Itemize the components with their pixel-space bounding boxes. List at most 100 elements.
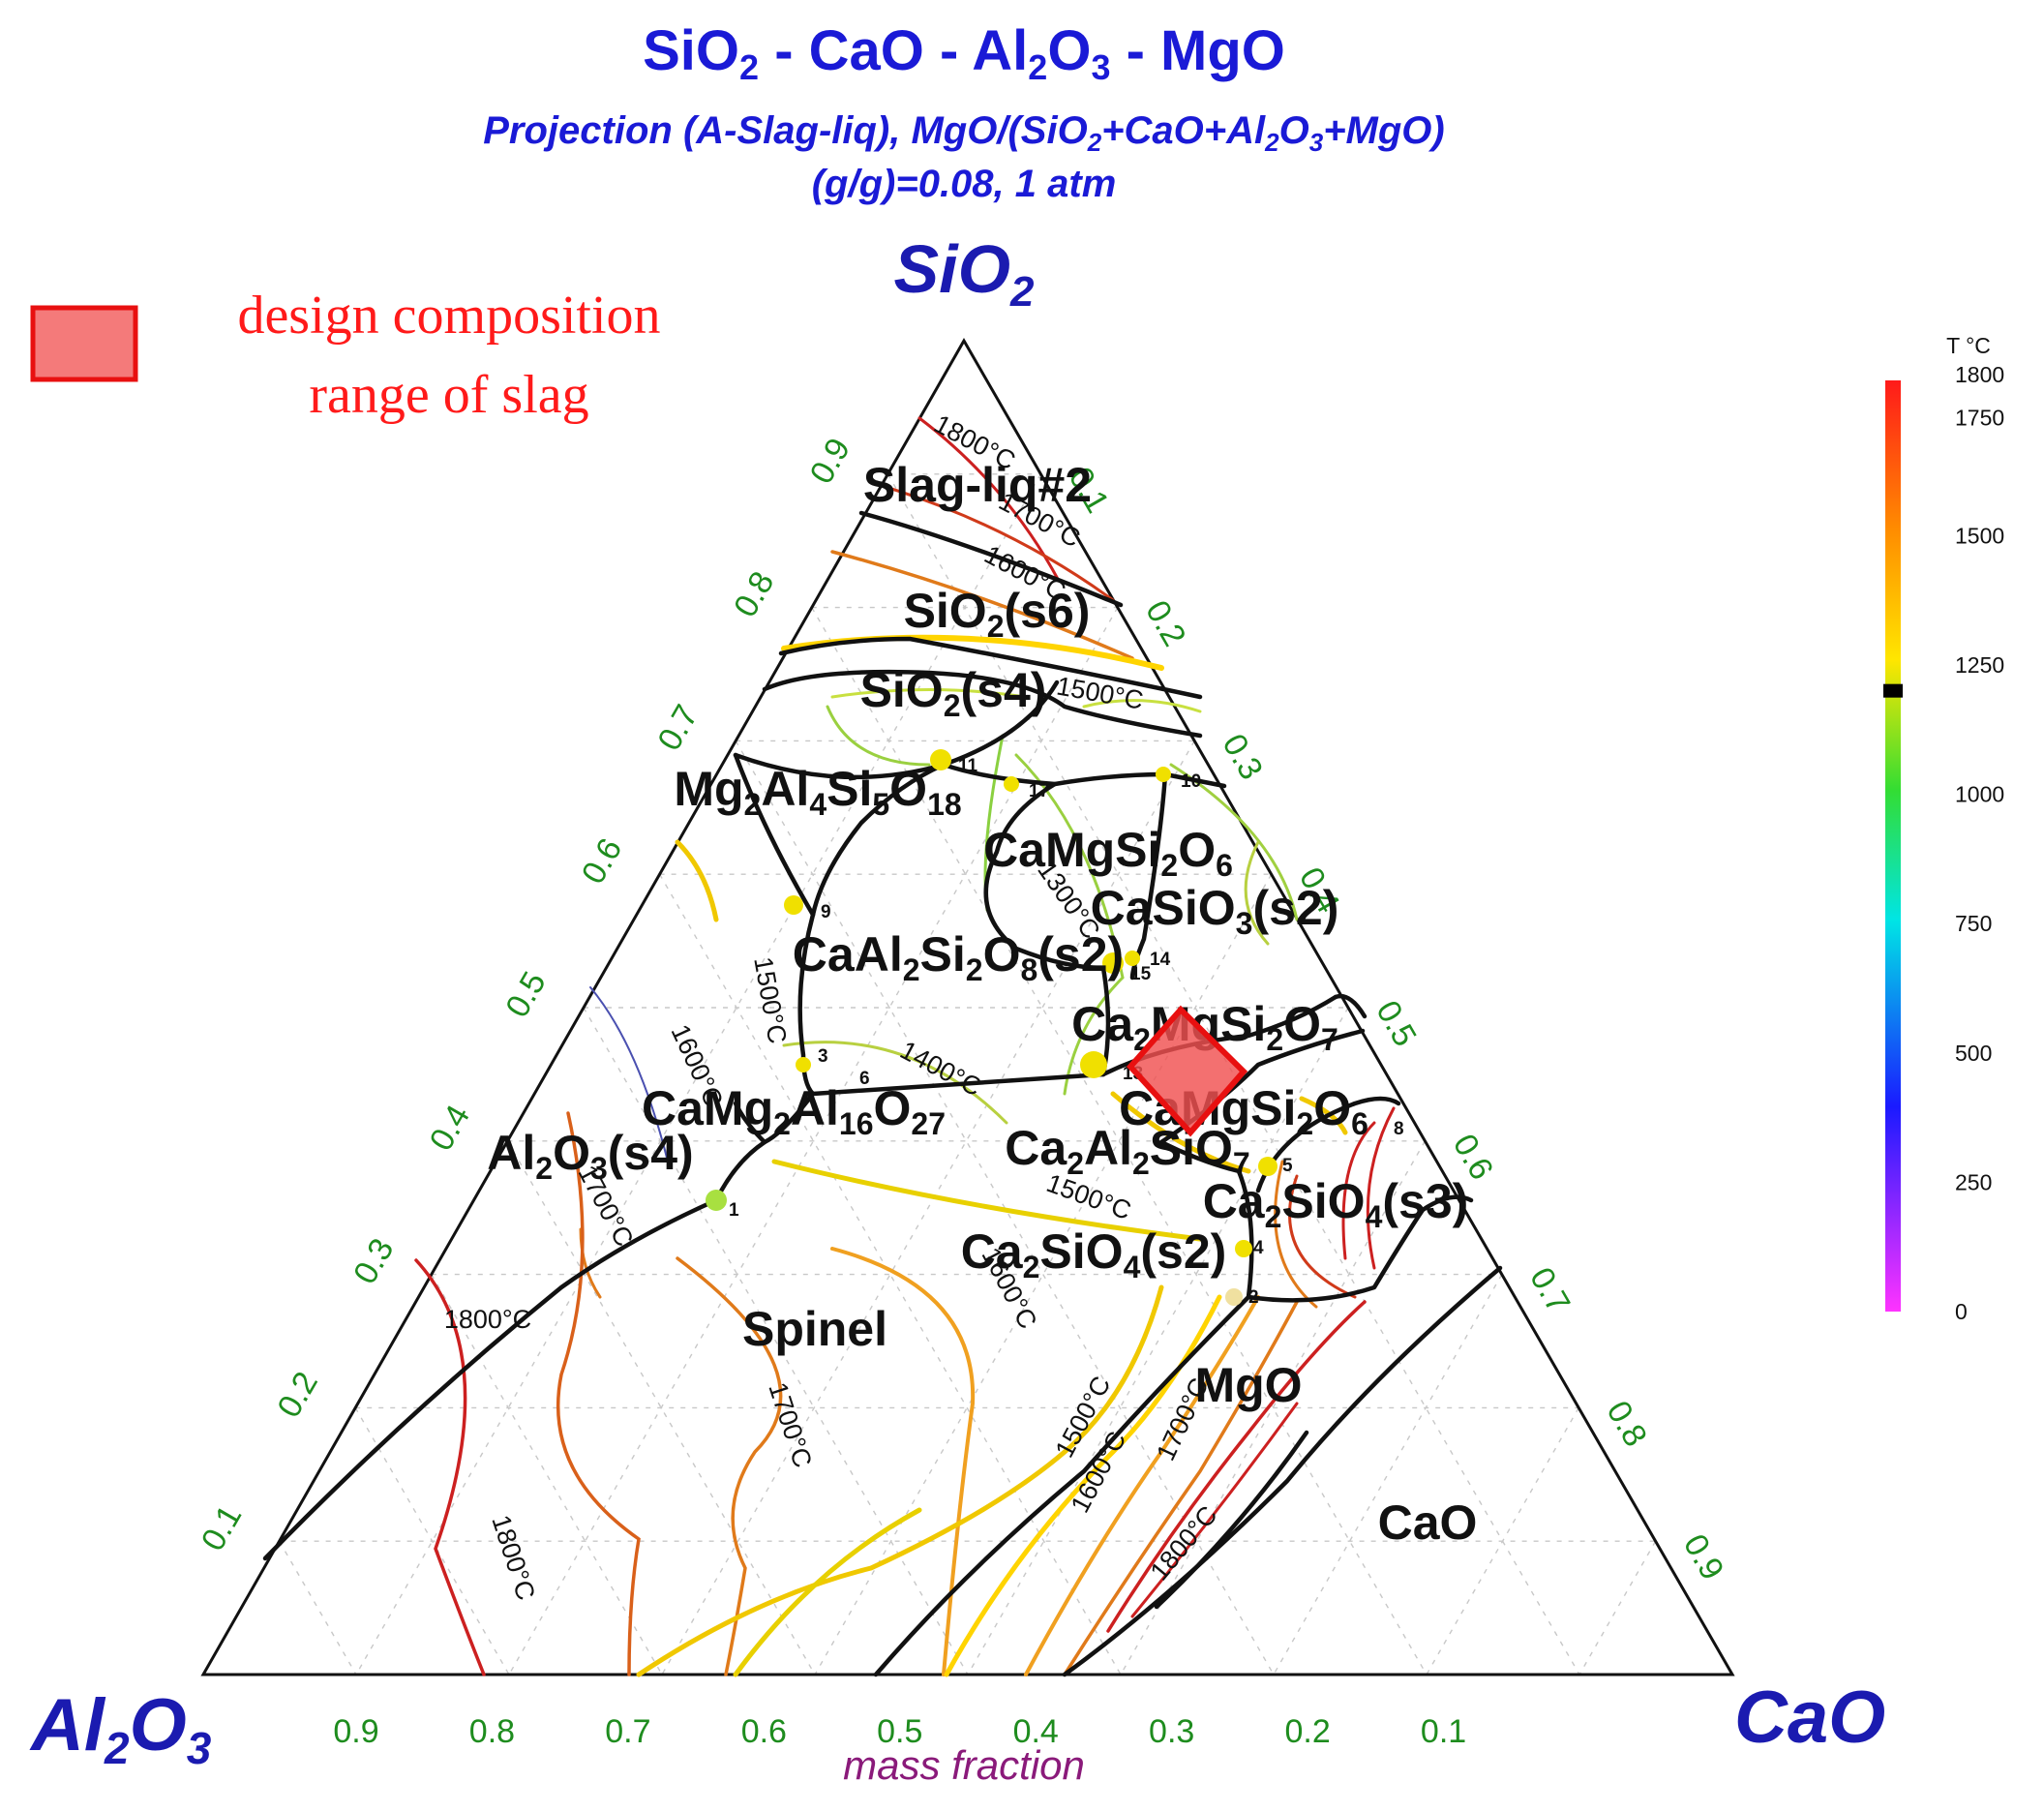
tick-label-right: 0.2 [1138,594,1193,652]
grid-line-cao [1578,1540,1657,1676]
tick-label-left: 0.3 [346,1232,402,1290]
isotherm-label-1700-spinel: 1700°C [763,1379,817,1471]
isotherm-sio2s4-right [1082,699,1202,713]
phase-label-gehlenite: Ca2Al2SiO7 [1005,1121,1249,1181]
title-part-sio: SiO [643,19,739,82]
diagram-subtitle-line1: Projection (A-Slag-liq), MgO/(SiO2+CaO+A… [483,109,1444,157]
isotherm-1600-top [830,550,1134,660]
isotherm-1800-left [414,1258,486,1676]
boundary-sio2s4-lower [762,669,1203,739]
point-label-17: 17 [1029,781,1049,801]
isotherm-label-1500-left: 1500°C [748,954,792,1045]
boundary-spinel-mgo [873,1294,1251,1677]
invariant-point-1 [706,1190,727,1211]
invariant-point-14 [1125,951,1140,966]
boundary-casio3-right [1333,993,1368,1019]
boundary-alumina-spinel [262,1197,719,1561]
tick-label-left: 0.7 [650,699,706,757]
isotherm-1700-spinel-left [556,1111,641,1676]
colorbar-label: 750 [1955,911,1992,936]
isotherm-1600-spinel [830,1247,976,1676]
phase-label-alumina: Al2O3(s4) [487,1126,693,1186]
grid-line-cao [355,473,1042,1676]
colorbar-label: 1750 [1955,406,2004,431]
isotherm-1300 [1014,753,1125,980]
grid-line-cao [1426,1407,1579,1676]
diagram-subtitle-line2: (g/g)=0.08, 1 atm [812,163,1117,205]
isotherm-1600-blue [589,986,669,1163]
grid-line-cao [1273,1274,1503,1676]
phase-label-cao: CaO [1378,1495,1478,1550]
invariant-point-4 [1235,1240,1252,1257]
phase-label-camg2al16o27: CaMg2Al16O27 [642,1081,946,1141]
phase-label-ca2sio4-s3: Ca2SiO4(s3) [1203,1174,1469,1234]
triangle-frame [200,337,1735,1676]
phase-label-sio2-s4: SiO2(s4) [860,663,1047,723]
point-label-11: 11 [958,756,978,776]
boundary-cordierite-diopside [941,762,1227,789]
corner-label-al2o3: Al2O3 [29,1684,212,1773]
grid-line-al2o3 [583,1007,969,1676]
invariant-point-9 [784,895,803,915]
tick-label-left: 0.6 [575,832,630,891]
colorbar-label: 1800 [1955,362,2004,387]
grid-line-al2o3 [278,1540,357,1676]
grid-line-cao [508,607,1119,1676]
boundary-mgo-cao [1062,1265,1503,1677]
invariant-point-2 [1225,1288,1243,1306]
phase-label-spinel: Spinel [742,1302,887,1356]
isotherm-label-1800-cao: 1800°C [1145,1500,1223,1586]
invariant-points [706,749,1278,1306]
colorbar-label: 1500 [1955,523,2004,548]
boundary-diopside-anorthite-right [1129,771,1168,981]
isotherm-sio2s4 [830,688,1028,699]
invariant-point-11 [930,749,951,770]
point-label-1: 1 [729,1200,739,1221]
point-label-15: 15 [1130,964,1152,984]
isotherms [414,416,1396,1677]
phase-label-mgo: MgO [1194,1358,1302,1412]
tick-label-bottom: 0.8 [469,1713,515,1750]
phase-label-cordierite: Mg2Al4Si5O18 [674,762,961,822]
isotherm-1700-top [874,482,1115,602]
tick-label-left: 0.4 [423,1099,478,1157]
tick-label-bottom: 0.4 [1013,1713,1059,1750]
colorbar-labels: 1800 1750 1500 1250 1000 750 500 250 0 [1955,362,2004,1324]
colorbar-label: 1250 [1955,652,2004,678]
isotherm-1500-mid [771,1159,1203,1242]
axis-caption: mass fraction [843,1742,1085,1788]
tick-label-left: 0.1 [195,1499,250,1557]
tick-label-bottom: 0.7 [605,1713,650,1750]
point-label-9: 9 [821,902,831,922]
tick-label-bottom: 0.1 [1421,1713,1466,1750]
grid-line-al2o3 [354,1407,510,1676]
tick-label-bottom: 0.9 [333,1713,378,1750]
grid-line-al2o3 [431,1274,663,1676]
colorbar-label: 1000 [1955,782,2004,807]
tick-label-right: 0.7 [1522,1261,1578,1319]
boundary-anorthite-spinel [797,912,816,1097]
tick-label-left: 0.8 [727,565,782,623]
colorbar [1885,380,1901,1312]
boundary-mgo-ca2sio4 [1246,1194,1474,1303]
isotherm-1500-cordierite [675,839,719,922]
isotherm-1500-spinel-2 [733,1507,922,1677]
isotherm-1500-spinel [636,1284,1164,1677]
isotherm-1800-ca2sio4-a [1341,1121,1376,1260]
point-label-5: 5 [1282,1156,1293,1176]
legend-label-line1: design composition [237,286,660,346]
point-label-2: 2 [1248,1287,1259,1308]
phase-label-anorthite: CaAl2Si2O8(s2) [793,927,1124,987]
phase-label-casio3: CaSiO3(s2) [1091,881,1339,941]
phase-label-akermanite: Ca2MgSi2O7 [1071,997,1338,1057]
isotherm-1600-mgo [1024,1295,1260,1676]
boundary-anorthite-gehlenite [810,1072,1106,1097]
grid-line-cao [661,740,1195,1676]
boundary-gehlenite-ca2sio4 [1158,1139,1254,1300]
phase-label-diopside: CaMgSi2O6 [983,823,1233,883]
boundary-cordierite-alumina [733,752,816,918]
colorbar-label: 250 [1955,1169,1992,1194]
tick-label-bottom: 0.2 [1284,1713,1330,1750]
point-label-3: 3 [818,1046,828,1067]
boundary-cordierite-left [733,752,947,780]
